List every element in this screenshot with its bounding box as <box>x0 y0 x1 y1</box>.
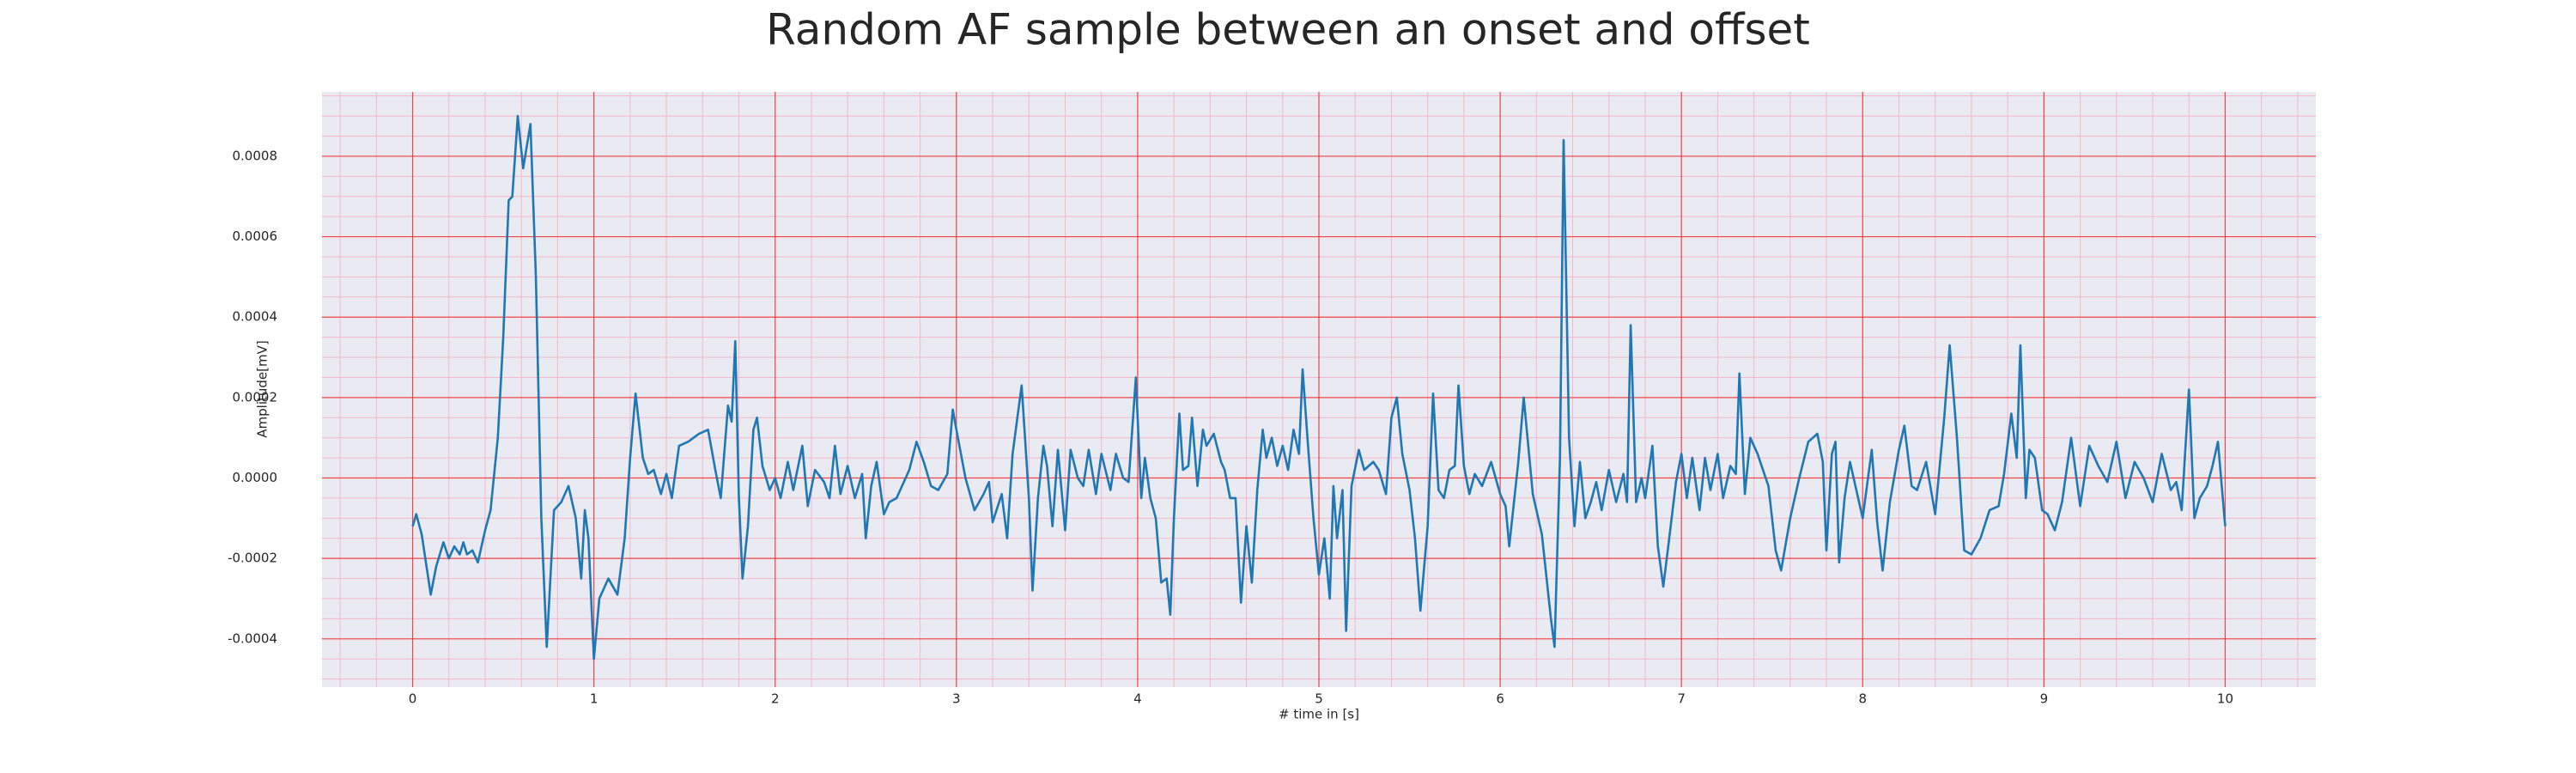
x-tick-label: 7 <box>1677 691 1686 707</box>
chart-title: Random AF sample between an onset and of… <box>766 5 1810 55</box>
x-tick-label: 5 <box>1315 691 1323 707</box>
signal-line <box>411 114 2227 660</box>
y-tick-label: 0.0002 <box>233 389 278 405</box>
y-tick-label: 0.0006 <box>233 228 278 244</box>
x-axis-label: # time in [s] <box>1279 707 1359 722</box>
y-axis-label: Amplitude[mV] <box>255 340 270 437</box>
x-tick-label: 8 <box>1858 691 1867 707</box>
y-tick-label: -0.0002 <box>228 551 277 566</box>
y-tick-label: 0.0008 <box>233 148 278 163</box>
y-tick-label: 0.0000 <box>233 470 278 485</box>
x-tick-label: 6 <box>1496 691 1504 707</box>
x-tick-label: 10 <box>2217 691 2233 707</box>
x-tick-label: 4 <box>1133 691 1142 707</box>
x-tick-label: 2 <box>771 691 780 707</box>
labels: 0 1 2 3 4 5 6 7 8 9 10 -0.0004 -0.0002 0.0000 0.0002 0.… <box>228 148 2233 706</box>
y-tick-label: 0.0004 <box>233 309 278 325</box>
grid <box>322 92 2316 687</box>
x-tick-label: 1 <box>590 691 598 707</box>
x-tick-label: 3 <box>952 691 961 707</box>
x-tick-label: 0 <box>409 691 417 707</box>
y-tick-label: -0.0004 <box>228 630 277 646</box>
x-tick-label: 9 <box>2040 691 2049 707</box>
marks <box>411 114 2227 660</box>
